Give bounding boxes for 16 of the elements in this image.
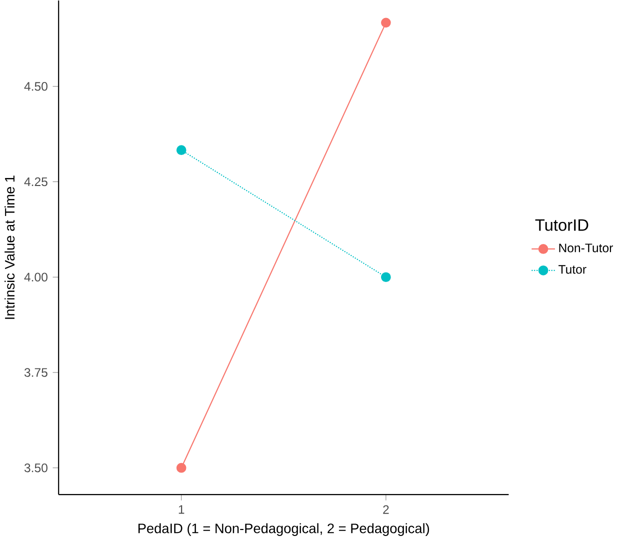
x-axis-title: PedaID (1 = Non-Pedagogical, 2 = Pedagogical): [138, 523, 430, 536]
y-tick-label: 3.75: [24, 368, 48, 378]
legend-label: Tutor: [558, 265, 586, 274]
point: [176, 463, 186, 474]
x-tick-label: 2: [383, 505, 389, 514]
y-tick-label: 4.50: [24, 82, 48, 91]
point: [381, 18, 391, 28]
x-tick-label: 1: [178, 505, 184, 514]
y-axis-title: Intrinsic Value at Time 1: [4, 176, 15, 320]
y-tick-label: 4.00: [24, 273, 48, 282]
y-tick-label: 4.25: [24, 178, 48, 186]
legend-label: Non-Tutor: [559, 244, 613, 253]
point: [176, 145, 186, 156]
point: [381, 272, 391, 282]
legend-title: TutorID: [535, 220, 588, 232]
y-tick-label: 3.50: [24, 464, 48, 472]
